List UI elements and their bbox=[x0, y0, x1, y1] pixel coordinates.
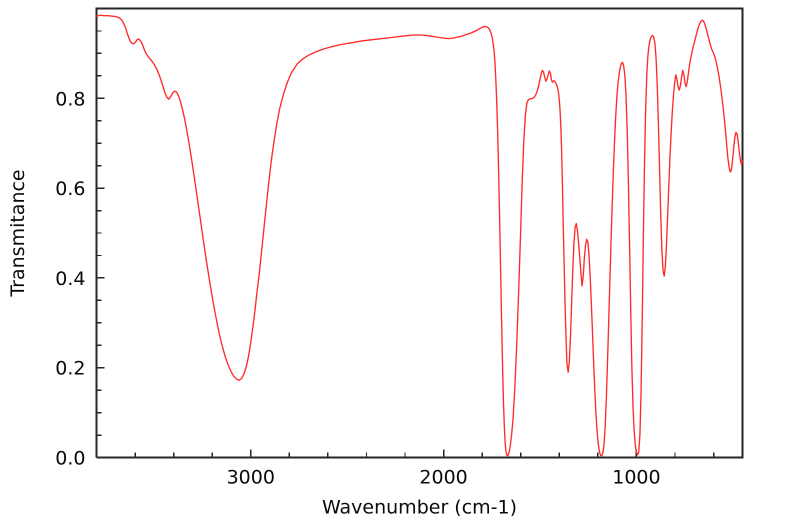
y-tick-label: 0.6 bbox=[55, 178, 85, 200]
x-tick-label: 1000 bbox=[612, 467, 660, 489]
spectrum-line bbox=[95, 14, 744, 457]
spectrum-series bbox=[95, 14, 744, 457]
y-tick-label: 0.2 bbox=[55, 358, 85, 380]
y-axis-title: Transmitance bbox=[7, 169, 29, 297]
axis-tick-labels: 3000 2000 1000 0.0 0.2 0.4 0.6 0.8 bbox=[55, 88, 660, 488]
y-tick-label: 0.0 bbox=[55, 448, 85, 470]
x-tick-label: 3000 bbox=[227, 467, 275, 489]
y-tick-label: 0.8 bbox=[55, 88, 85, 110]
x-axis-title: Wavenumber (cm-1) bbox=[322, 497, 517, 516]
axes-frame bbox=[95, 7, 744, 459]
axes-box bbox=[95, 7, 744, 459]
axis-ticks bbox=[96, 30, 715, 459]
x-tick-label: 2000 bbox=[419, 467, 467, 489]
y-tick-label: 0.4 bbox=[55, 268, 85, 290]
